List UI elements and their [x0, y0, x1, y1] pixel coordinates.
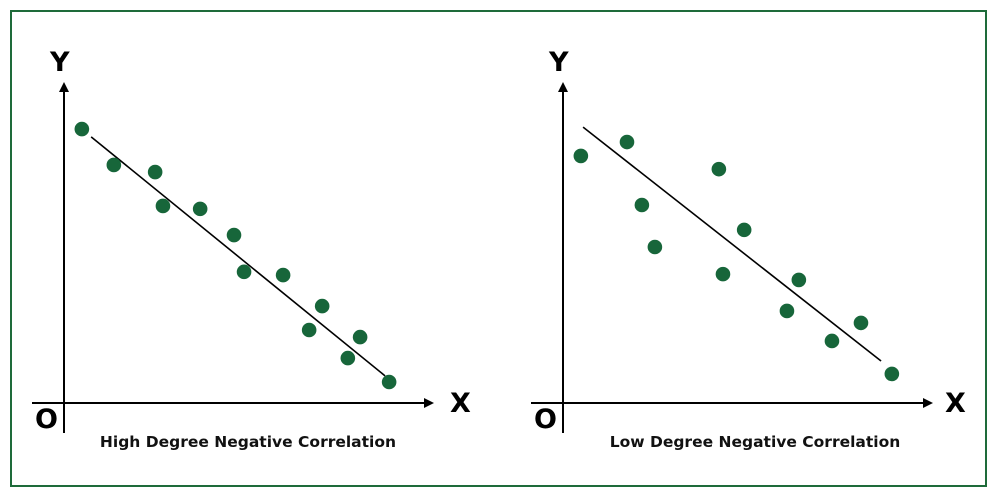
data-point [106, 157, 122, 173]
data-point [634, 197, 650, 213]
data-point [236, 264, 252, 280]
data-point [340, 350, 356, 366]
data-point [74, 121, 90, 137]
data-point [884, 366, 900, 382]
trend-line [582, 126, 882, 362]
high-degree-chart: Y X O High Degree Negative Correlation [32, 47, 471, 451]
data-point [352, 329, 368, 345]
data-point [779, 303, 795, 319]
y-axis-label: Y [49, 47, 70, 78]
chart-title: High Degree Negative Correlation [100, 433, 396, 451]
data-point [275, 267, 291, 283]
data-point [226, 227, 242, 243]
data-point [155, 198, 171, 214]
low-degree-chart: Y X O Low Degree Negative Correlation [531, 47, 966, 451]
data-point [711, 161, 727, 177]
data-point [715, 266, 731, 282]
origin-label: O [534, 404, 557, 435]
data-point [192, 201, 208, 217]
origin-label: O [35, 404, 58, 435]
data-point [573, 148, 589, 164]
x-axis-label: X [450, 388, 471, 419]
data-point [824, 333, 840, 349]
diagram-border [10, 10, 987, 487]
data-point [314, 298, 330, 314]
data-point [301, 322, 317, 338]
data-point [736, 222, 752, 238]
y-axis-label: Y [548, 47, 569, 78]
trend-line [90, 136, 386, 377]
data-point [619, 134, 635, 150]
data-point [853, 315, 869, 331]
data-point [791, 272, 807, 288]
data-point [147, 164, 163, 180]
data-point [381, 374, 397, 390]
x-axis-label: X [945, 388, 966, 419]
data-point [647, 239, 663, 255]
chart-title: Low Degree Negative Correlation [610, 433, 901, 451]
